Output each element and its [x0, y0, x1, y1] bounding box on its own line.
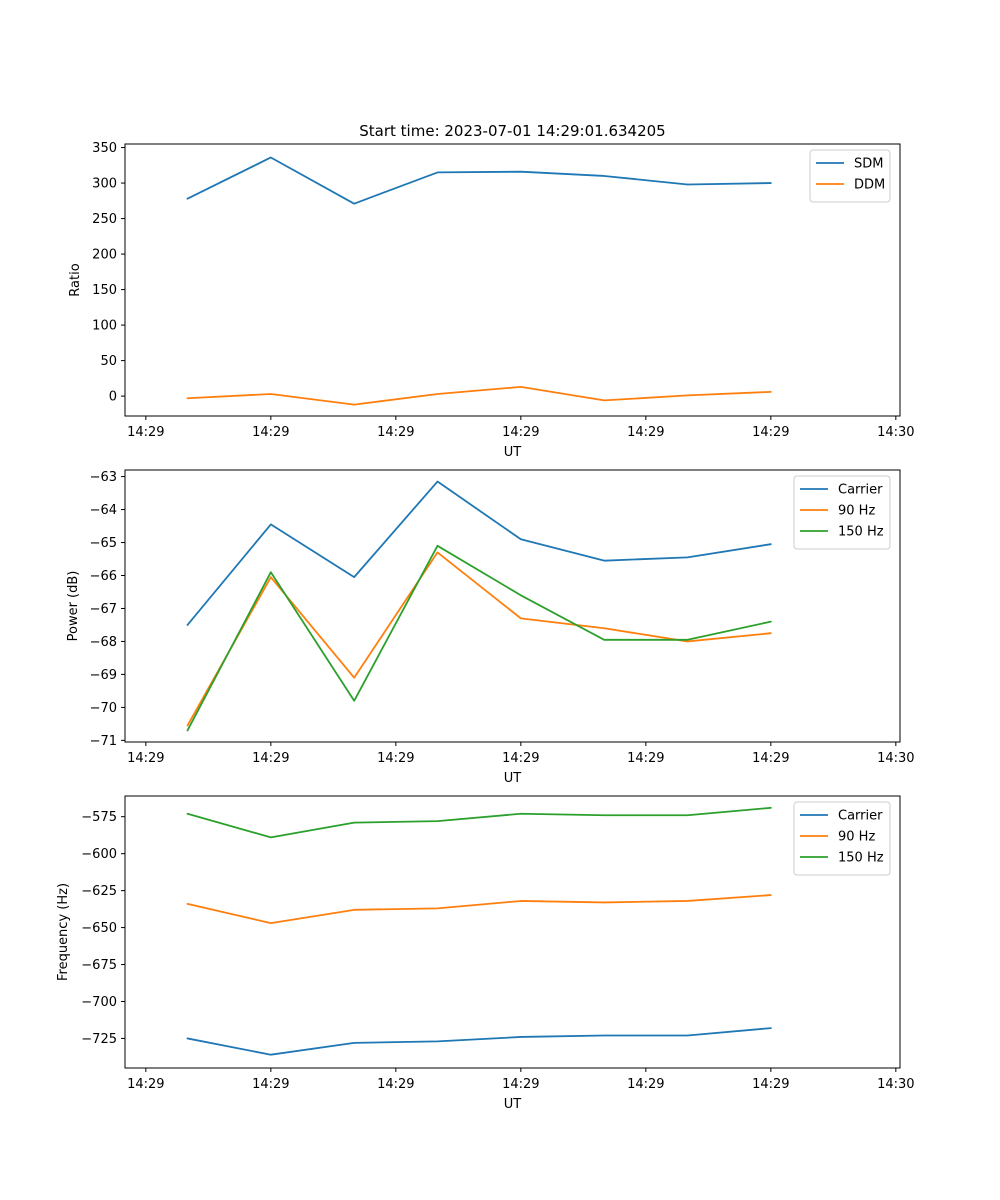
frequency-y-tick-label: −725: [81, 1032, 117, 1047]
frequency-legend-label: 90 Hz: [838, 830, 875, 845]
power-y-tick-label: −63: [90, 470, 117, 485]
ratio-x-tick-label: 14:30: [877, 425, 914, 440]
frequency-x-axis: 14:29 14:29 14:29 14:29 14:29 14:29 14:30: [127, 1068, 915, 1092]
frequency-y-tick-label: −600: [81, 847, 117, 862]
power-y-tick-label: −70: [90, 701, 117, 716]
ratio-y-axis-label: Ratio: [68, 263, 83, 296]
ratio-axes-frame: [124, 143, 901, 417]
ratio-legend-label: SDM: [854, 157, 883, 172]
frequency-x-tick-label: 14:29: [627, 1077, 664, 1092]
ratio-x-axis: 14:29 14:29 14:29 14:29 14:29 14:29 14:30: [127, 416, 915, 440]
frequency-panel: UT Frequency (Hz) Carrier 90 Hz 150 Hz 14:…: [56, 795, 915, 1112]
frequency-x-tick-label: 14:29: [502, 1077, 539, 1092]
frequency-x-tick-label: 14:30: [877, 1077, 914, 1092]
power-y-tick-label: −68: [90, 635, 117, 650]
power-y-tick-label: −67: [90, 602, 117, 617]
power-legend-label: 150 Hz: [838, 525, 884, 540]
power-x-tick-label: 14:29: [127, 751, 164, 766]
power-legend: Carrier 90 Hz 150 Hz: [793, 475, 891, 550]
power-series-carrier-line: [186, 480, 772, 626]
ratio-y-tick-label: 150: [92, 283, 117, 298]
ratio-y-tick-label: 50: [100, 354, 117, 369]
ratio-x-tick-label: 14:29: [252, 425, 289, 440]
frequency-legend: Carrier 90 Hz 150 Hz: [793, 801, 891, 876]
ratio-y-tick-label: 100: [92, 319, 117, 334]
chart-title: Start time: 2023-07-01 14:29:01.634205: [359, 122, 665, 140]
ratio-y-tick-label: 350: [92, 141, 117, 156]
ratio-x-tick-label: 14:29: [377, 425, 414, 440]
frequency-x-tick-label: 14:29: [377, 1077, 414, 1092]
power-series-150-hz-line: [186, 544, 772, 732]
ratio-y-tick-label: 200: [92, 248, 117, 263]
power-y-tick-label: −64: [90, 503, 117, 518]
ratio-y-axis: 0 50 100 150 200 250 300 350: [92, 141, 125, 405]
power-legend-label: 90 Hz: [838, 504, 875, 519]
frequency-series-90-hz-line: [186, 894, 772, 925]
frequency-legend-label: Carrier: [838, 809, 883, 824]
power-x-tick-label: 14:30: [877, 751, 914, 766]
frequency-x-tick-label: 14:29: [127, 1077, 164, 1092]
frequency-series-carrier-line: [186, 1027, 772, 1056]
power-y-tick-label: −66: [90, 569, 117, 584]
ratio-y-tick-label: 300: [92, 177, 117, 192]
power-x-axis-label: UT: [504, 771, 522, 786]
ratio-x-tick-label: 14:29: [752, 425, 789, 440]
ratio-plot-area: [186, 156, 772, 406]
frequency-y-tick-label: −575: [81, 810, 117, 825]
power-y-tick-label: −65: [90, 536, 117, 551]
power-x-axis: 14:29 14:29 14:29 14:29 14:29 14:29 14:30: [127, 742, 915, 766]
frequency-x-tick-label: 14:29: [752, 1077, 789, 1092]
ratio-legend: SDM DDM: [809, 149, 891, 203]
ratio-x-tick-label: 14:29: [127, 425, 164, 440]
ratio-x-axis-label: UT: [504, 445, 522, 460]
power-x-tick-label: 14:29: [252, 751, 289, 766]
power-x-tick-label: 14:29: [627, 751, 664, 766]
power-y-axis: −71 −70 −69 −68 −67 −66 −65 −64 −63: [90, 470, 125, 749]
frequency-y-axis-label: Frequency (Hz): [56, 883, 71, 981]
ratio-y-tick-label: 0: [109, 390, 117, 405]
ratio-panel: Start time: 2023-07-01 14:29:01.634205 U…: [68, 122, 915, 460]
frequency-series-150-hz-line: [186, 806, 772, 839]
power-y-tick-label: −69: [90, 668, 117, 683]
frequency-y-tick-label: −625: [81, 884, 117, 899]
ratio-x-tick-label: 14:29: [502, 425, 539, 440]
ratio-series-sdm-line: [186, 156, 772, 205]
power-legend-label: Carrier: [838, 483, 883, 498]
frequency-x-axis-label: UT: [504, 1097, 522, 1112]
frequency-axes-frame: [124, 795, 901, 1069]
power-y-tick-label: −71: [90, 734, 117, 749]
power-plot-area: [186, 480, 772, 732]
power-y-axis-label: Power (dB): [66, 571, 81, 642]
ratio-x-tick-label: 14:29: [627, 425, 664, 440]
power-axes-frame: [124, 469, 901, 743]
frequency-y-axis: −725 −700 −675 −650 −625 −600 −575: [81, 810, 125, 1047]
frequency-legend-label: 150 Hz: [838, 851, 884, 866]
frequency-x-tick-label: 14:29: [252, 1077, 289, 1092]
power-x-tick-label: 14:29: [752, 751, 789, 766]
power-x-tick-label: 14:29: [502, 751, 539, 766]
frequency-y-tick-label: −650: [81, 921, 117, 936]
frequency-y-tick-label: −700: [81, 995, 117, 1010]
ratio-y-tick-label: 250: [92, 212, 117, 227]
frequency-y-tick-label: −675: [81, 958, 117, 973]
frequency-plot-area: [186, 806, 772, 1056]
power-x-tick-label: 14:29: [377, 751, 414, 766]
ratio-series-ddm-line: [186, 385, 772, 406]
ratio-legend-label: DDM: [854, 178, 885, 193]
